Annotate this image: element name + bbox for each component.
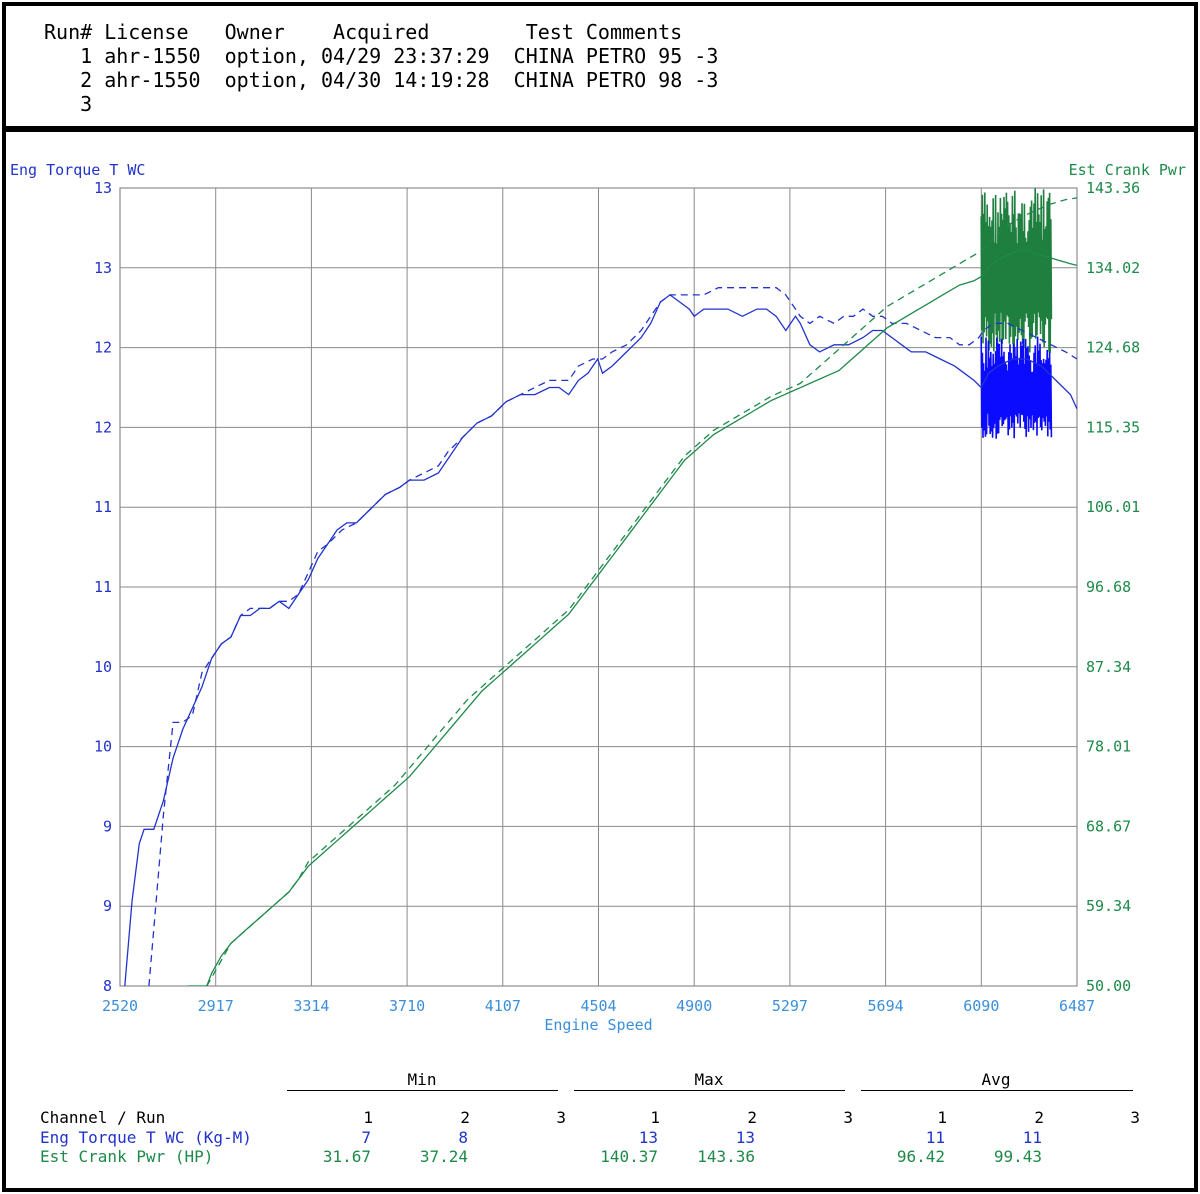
run-comments: CHINA PETRO 95 -3 bbox=[513, 44, 719, 68]
stats-run-label: 3 bbox=[1130, 1108, 1140, 1127]
x-tick-label: 6090 bbox=[963, 997, 999, 1015]
run-license: ahr-1550 bbox=[104, 44, 201, 68]
y-right-axis-title: Est Crank Pwr bbox=[1069, 161, 1186, 179]
stats-table: Min Max Avg Channel / Run 1 2 3 1 2 3 1 2 3 Eng Torqu… bbox=[0, 1060, 1200, 1180]
y-right-tick-label: 106.01 bbox=[1086, 498, 1140, 516]
x-tick-label: 3710 bbox=[389, 997, 425, 1015]
stats-group-underline bbox=[574, 1090, 845, 1091]
y-left-tick-label: 10 bbox=[94, 738, 112, 756]
col-comments: Test Comments bbox=[525, 20, 683, 44]
y-right-tick-label: 59.34 bbox=[1086, 897, 1131, 915]
stats-row-label: Eng Torque T WC (Kg-M) bbox=[40, 1128, 252, 1147]
run-row-3: 3 bbox=[44, 92, 92, 116]
stats-run-label: 3 bbox=[843, 1108, 853, 1127]
run-row-2: 2 ahr-1550 option, 04/30 14:19:28 CHINA … bbox=[44, 68, 718, 92]
run-row-1: 1 ahr-1550 option, 04/29 23:37:29 CHINA … bbox=[44, 44, 718, 68]
col-owner: Owner bbox=[224, 20, 285, 44]
stats-value-min: 7 bbox=[361, 1128, 371, 1147]
stats-value-avg: 11 bbox=[925, 1128, 945, 1147]
y-left-tick-label: 10 bbox=[94, 658, 112, 676]
y-right-tick-label: 87.34 bbox=[1086, 658, 1131, 676]
noise-band-power bbox=[980, 188, 1053, 353]
stats-group-max: Max bbox=[694, 1070, 724, 1089]
y-right-tick-label: 115.35 bbox=[1086, 418, 1140, 436]
noise-band-torque bbox=[980, 336, 1053, 439]
x-tick-label: 5694 bbox=[868, 997, 904, 1015]
run-acquired: 04/30 14:19:28 bbox=[320, 68, 490, 92]
y-left-axis-title: Eng Torque T WC bbox=[10, 161, 145, 179]
y-left-tick-label: 11 bbox=[94, 578, 112, 596]
stats-run-label: 2 bbox=[1034, 1108, 1044, 1127]
run-license: ahr-1550 bbox=[104, 68, 201, 92]
run-number: 3 bbox=[80, 92, 93, 116]
y-right-tick-label: 143.36 bbox=[1086, 179, 1140, 197]
stats-value-min: 31.67 bbox=[322, 1147, 371, 1166]
col-acquired: Acquired bbox=[333, 20, 430, 44]
stats-run-label: 2 bbox=[460, 1108, 470, 1127]
x-tick-label: 4900 bbox=[676, 997, 712, 1015]
stats-value-max: 143.36 bbox=[697, 1147, 755, 1166]
run-acquired: 04/29 23:37:29 bbox=[320, 44, 490, 68]
col-run: Run# bbox=[44, 20, 93, 44]
x-tick-label: 6487 bbox=[1059, 997, 1095, 1015]
x-axis-title: Engine Speed bbox=[544, 1016, 652, 1034]
stats-run-label: 3 bbox=[556, 1108, 566, 1127]
y-right-tick-label: 78.01 bbox=[1086, 738, 1131, 756]
stats-value-min: 37.24 bbox=[419, 1147, 468, 1166]
y-left-tick-label: 13 bbox=[94, 259, 112, 277]
x-tick-label: 5297 bbox=[772, 997, 808, 1015]
stats-run-label: 1 bbox=[650, 1108, 660, 1127]
col-license: License bbox=[104, 20, 189, 44]
stats-value-avg: 96.42 bbox=[896, 1147, 945, 1166]
x-tick-label: 2917 bbox=[198, 997, 234, 1015]
stats-group-underline bbox=[861, 1090, 1133, 1091]
x-tick-label: 4504 bbox=[580, 997, 616, 1015]
stats-group-avg: Avg bbox=[981, 1070, 1011, 1089]
stats-value-min: 8 bbox=[458, 1128, 468, 1147]
power-line-run-1 bbox=[187, 250, 1077, 986]
x-tick-label: 2520 bbox=[102, 997, 138, 1015]
header-column-row: Run# License Owner Acquired Test Comment… bbox=[44, 20, 682, 44]
stats-run-label: 1 bbox=[363, 1108, 373, 1127]
run-number: 1 bbox=[80, 44, 93, 68]
run-number: 2 bbox=[80, 68, 93, 92]
stats-group-min: Min bbox=[407, 1070, 437, 1089]
y-right-tick-label: 96.68 bbox=[1086, 578, 1131, 596]
stats-row-label: Est Crank Pwr (HP) bbox=[40, 1147, 214, 1166]
y-left-tick-label: 11 bbox=[94, 498, 112, 516]
stats-channel-header: Channel / Run bbox=[40, 1108, 166, 1127]
y-right-tick-label: 50.00 bbox=[1086, 977, 1131, 995]
y-left-tick-label: 8 bbox=[103, 977, 112, 995]
power-line-run-2 bbox=[206, 197, 1077, 986]
x-tick-label: 4107 bbox=[485, 997, 521, 1015]
stats-value-max: 140.37 bbox=[600, 1147, 658, 1166]
stats-value-max: 13 bbox=[735, 1128, 755, 1147]
y-left-tick-label: 12 bbox=[94, 418, 112, 436]
x-tick-label: 3314 bbox=[293, 997, 329, 1015]
run-owner: option, bbox=[224, 44, 309, 68]
y-right-tick-label: 124.68 bbox=[1086, 339, 1140, 357]
stats-value-max: 13 bbox=[638, 1128, 658, 1147]
y-left-tick-label: 12 bbox=[94, 339, 112, 357]
run-comments: CHINA PETRO 98 -3 bbox=[513, 68, 719, 92]
run-header: Run# License Owner Acquired Test Comment… bbox=[2, 2, 1198, 132]
stats-run-label: 2 bbox=[747, 1108, 757, 1127]
stats-value-avg: 11 bbox=[1022, 1128, 1042, 1147]
stats-value-avg: 99.43 bbox=[993, 1147, 1042, 1166]
run-owner: option, bbox=[224, 68, 309, 92]
dyno-chart: 2520 2917 3314 3710 4107 4504 4900 5297 5694 6090… bbox=[10, 161, 1186, 1034]
y-right-tick-label: 68.67 bbox=[1086, 817, 1131, 835]
y-left-tick-label: 9 bbox=[103, 817, 112, 835]
y-left-tick-label: 9 bbox=[103, 897, 112, 915]
stats-group-underline bbox=[287, 1090, 558, 1091]
stats-run-label: 1 bbox=[937, 1108, 947, 1127]
y-left-tick-label: 13 bbox=[94, 179, 112, 197]
series-layer bbox=[124, 188, 1077, 986]
y-right-tick-label: 134.02 bbox=[1086, 259, 1140, 277]
